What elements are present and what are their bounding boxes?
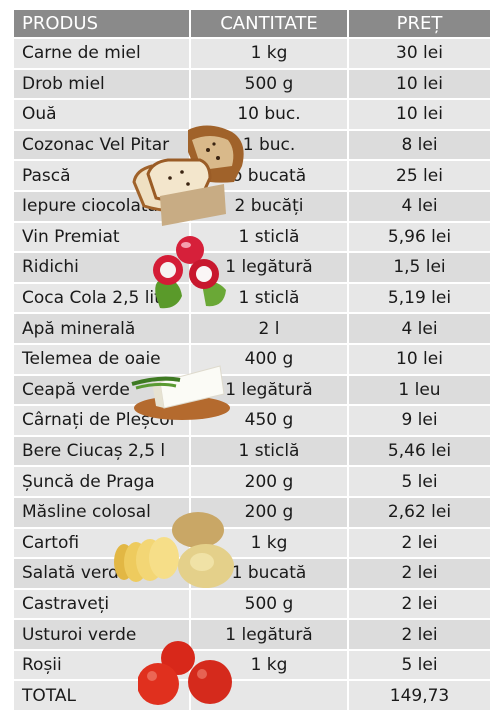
table-row: Roșii 1 kg 5 lei bbox=[14, 650, 490, 682]
row-product: Vin Premiat bbox=[14, 222, 191, 252]
tomato-image bbox=[138, 641, 232, 705]
table-row: Salată verde 1 bucată 2 lei bbox=[14, 559, 490, 590]
table-row: Ceapă verde 1 legătură 1 leu bbox=[14, 375, 490, 407]
row-quantity: 1 sticlă bbox=[191, 436, 349, 466]
total-value: 149,73 bbox=[349, 681, 490, 711]
row-product: Șuncă de Praga bbox=[14, 467, 191, 496]
row-product: Bere Ciucaș 2,5 l bbox=[14, 436, 191, 466]
table-row: Iepure ciocolată 2 bucăți 4 lei bbox=[14, 191, 490, 223]
row-quantity: 200 g bbox=[191, 467, 349, 496]
bread-image bbox=[132, 125, 244, 226]
row-product: Castraveți bbox=[14, 589, 191, 619]
row-price: 5,46 lei bbox=[349, 436, 490, 466]
row-quantity: 1 legătură bbox=[191, 375, 349, 405]
row-quantity: 1 sticlă bbox=[191, 222, 349, 252]
row-price: 10 lei bbox=[349, 344, 490, 374]
row-product: Măsline colosal bbox=[14, 497, 191, 527]
row-price: 25 lei bbox=[349, 161, 490, 190]
row-product: Cozonac Vel Pitar bbox=[14, 130, 191, 160]
header-quantity: CANTITATE bbox=[191, 10, 349, 37]
row-price: 4 lei bbox=[349, 314, 490, 343]
row-price: 5,96 lei bbox=[349, 222, 490, 252]
row-product: Usturoi verde bbox=[14, 620, 191, 649]
table-row: Drob miel 500 g 10 lei bbox=[14, 69, 490, 101]
row-price: 2 lei bbox=[349, 528, 490, 558]
table-row: Vin Premiat 1 sticlă 5,96 lei bbox=[14, 222, 490, 254]
row-quantity: 2 l bbox=[191, 314, 349, 343]
row-price: 5,19 lei bbox=[349, 283, 490, 313]
row-price: 2,62 lei bbox=[349, 497, 490, 527]
row-price: 10 lei bbox=[349, 100, 490, 129]
row-price: 2 lei bbox=[349, 559, 490, 588]
row-price: 5 lei bbox=[349, 467, 490, 496]
row-price: 5 lei bbox=[349, 650, 490, 680]
table-row: Usturoi verde 1 legătură 2 lei bbox=[14, 620, 490, 651]
header-price: PREȚ bbox=[349, 10, 490, 37]
radish-image bbox=[153, 236, 226, 309]
row-price: 1 leu bbox=[349, 375, 490, 405]
row-quantity: 400 g bbox=[191, 344, 349, 374]
table-header: PRODUS CANTITATE PREȚ bbox=[14, 10, 490, 39]
row-price: 8 lei bbox=[349, 130, 490, 160]
row-product: Ouă bbox=[14, 100, 191, 129]
row-quantity: 10 buc. bbox=[191, 100, 349, 129]
row-quantity: 500 g bbox=[191, 69, 349, 99]
row-price: 9 lei bbox=[349, 406, 490, 435]
shopping-price-table: PRODUS CANTITATE PREȚ Carne de miel 1 kg 3… bbox=[14, 10, 490, 713]
table-row: Carne de miel 1 kg 30 lei bbox=[14, 39, 490, 70]
table-row: Ouă 10 buc. 10 lei bbox=[14, 100, 490, 131]
cheese-image bbox=[131, 365, 230, 420]
row-product: Drob miel bbox=[14, 69, 191, 99]
row-quantity: 1 kg bbox=[191, 39, 349, 68]
table-row: Cartofi 1 kg 2 lei bbox=[14, 528, 490, 560]
potato-image bbox=[114, 512, 234, 588]
row-price: 10 lei bbox=[349, 69, 490, 99]
row-quantity: 500 g bbox=[191, 589, 349, 619]
table-row: Măsline colosal 200 g 2,62 lei bbox=[14, 497, 490, 529]
row-price: 1,5 lei bbox=[349, 253, 490, 282]
row-product: Telemea de oaie bbox=[14, 344, 191, 374]
row-price: 2 lei bbox=[349, 620, 490, 649]
table-row: Telemea de oaie 400 g 10 lei bbox=[14, 344, 490, 376]
table-row: Pască o bucată 25 lei bbox=[14, 161, 490, 192]
total-row: TOTAL 149,73 bbox=[14, 681, 490, 713]
row-price: 30 lei bbox=[349, 39, 490, 68]
header-product: PRODUS bbox=[14, 10, 191, 37]
row-quantity: 1 legătură bbox=[191, 620, 349, 649]
table-row: Cozonac Vel Pitar 1 buc. 8 lei bbox=[14, 130, 490, 162]
row-product: Coca Cola 2,5 litri bbox=[14, 283, 191, 313]
row-product: Carne de miel bbox=[14, 39, 191, 68]
row-price: 2 lei bbox=[349, 589, 490, 619]
table-row: Ridichi 1 legătură 1,5 lei bbox=[14, 253, 490, 284]
row-product: Apă minerală bbox=[14, 314, 191, 343]
table-row: Coca Cola 2,5 litri 1 sticlă 5,19 lei bbox=[14, 283, 490, 315]
row-price: 4 lei bbox=[349, 191, 490, 221]
